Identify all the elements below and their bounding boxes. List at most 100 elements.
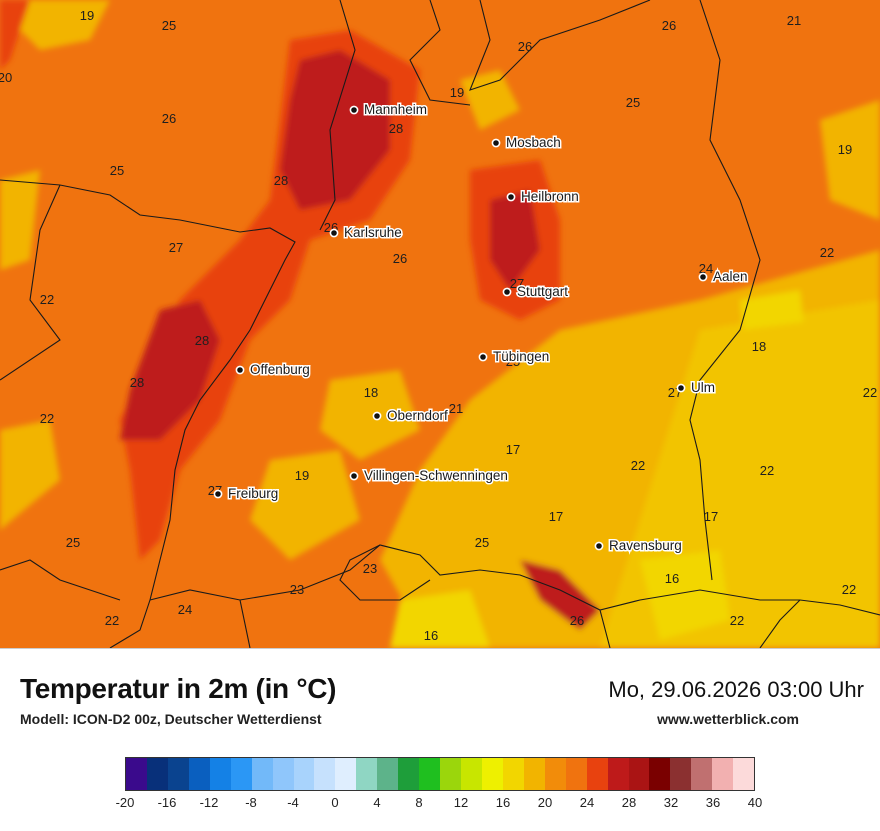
temperature-value-label: 25 — [110, 163, 124, 178]
map-footer: Temperatur in 2m (in °C) Modell: ICON-D2… — [0, 648, 880, 831]
temperature-value-label: 22 — [863, 385, 877, 400]
city-label-halo: Aalen — [713, 269, 748, 284]
city-label-halo: Stuttgart — [517, 284, 568, 299]
legend-swatch — [523, 758, 545, 790]
temperature-value-label: 28 — [274, 173, 288, 188]
legend-swatch — [209, 758, 231, 790]
temperature-value-label: 20 — [0, 70, 12, 85]
city-label: Mannheim — [364, 102, 427, 117]
legend-ticks: -20 -16 -12 -8 -4 0 4 8 12 16 20 24 28 32 36 40 — [116, 795, 763, 815]
temperature-value-label: 22 — [40, 411, 54, 426]
website-link[interactable]: www.wetterblick.com — [657, 711, 799, 727]
legend-swatch — [314, 758, 336, 790]
city-label: Ulm — [691, 380, 715, 395]
legend-swatch — [335, 758, 357, 790]
temperature-value-label: 26 — [570, 613, 584, 628]
temperature-value-label: 22 — [631, 458, 645, 473]
temperature-value-label: 19 — [450, 85, 464, 100]
legend-tick-label: 32 — [663, 795, 679, 810]
legend-swatch — [377, 758, 399, 790]
city-dot-icon — [372, 411, 382, 421]
city-label-halo: Mannheim — [364, 102, 427, 117]
legend-swatch — [293, 758, 315, 790]
legend-swatch — [188, 758, 210, 790]
city-label-halo: Offenburg — [250, 362, 310, 377]
legend-swatch — [502, 758, 524, 790]
temperature-value-label: 26 — [662, 18, 676, 33]
legend-swatch — [733, 758, 755, 790]
temperature-value-label: 28 — [130, 375, 144, 390]
city-dot-icon — [698, 272, 708, 282]
legend-tick-label: -12 — [199, 795, 219, 810]
legend-swatch — [649, 758, 671, 790]
city-dot-icon — [478, 352, 488, 362]
temperature-value-label: 25 — [626, 95, 640, 110]
city-label-halo: Ulm — [691, 380, 715, 395]
forecast-datetime: Mo, 29.06.2026 03:00 Uhr — [608, 677, 864, 702]
legend-tick-label: -20 — [115, 795, 135, 810]
legend-swatch — [607, 758, 629, 790]
city-label: Ravensburg — [609, 538, 682, 553]
temperature-value-label: 22 — [40, 292, 54, 307]
temperature-value-label: 22 — [105, 613, 119, 628]
legend-swatch — [712, 758, 734, 790]
city-label-halo: Ravensburg — [609, 538, 682, 553]
temperature-value-label: 27 — [169, 240, 183, 255]
city-label: Mosbach — [506, 135, 561, 150]
temperature-value-label: 26 — [162, 111, 176, 126]
city-dot-icon — [676, 383, 686, 393]
legend-tick-label: 8 — [415, 795, 423, 810]
city-label-halo: Tübingen — [493, 349, 549, 364]
temperature-value-label: 23 — [363, 561, 377, 576]
temperature-value-label: 25 — [506, 354, 520, 369]
temperature-value-label: 24 — [178, 602, 192, 617]
temperature-value-label: 21 — [787, 13, 801, 28]
temperature-value-label: 17 — [506, 442, 520, 457]
temperature-value-label: 24 — [699, 261, 713, 276]
temperature-value-label: 26 — [518, 39, 532, 54]
temperature-value-label: 17 — [549, 509, 563, 524]
legend-swatch — [565, 758, 587, 790]
city-label: Karlsruhe — [344, 225, 402, 240]
temperature-value-label: 25 — [162, 18, 176, 33]
legend-tick-label: -4 — [287, 795, 299, 810]
borders — [0, 0, 880, 648]
legend-swatch — [126, 758, 147, 790]
city-label-halo: Villingen-Schwenningen — [364, 468, 508, 483]
city-dot-icon — [235, 365, 245, 375]
city-label: Offenburg — [250, 362, 310, 377]
temperature-value-label: 22 — [820, 245, 834, 260]
legend-swatch — [398, 758, 420, 790]
city-label: Villingen-Schwenningen — [364, 468, 508, 483]
temperature-value-label: 28 — [389, 121, 403, 136]
temperature-labels: 19 25 26 21 26 20 19 25 26 28 19 25 28 26 27 22 26 24 27 22… — [0, 8, 877, 643]
temperature-map: 19 25 26 21 26 20 19 25 26 28 19 25 28 26 27 22 26 24 27 22… — [0, 0, 880, 648]
legend-swatch — [481, 758, 503, 790]
map-title: Temperatur in 2m (in °C) — [20, 673, 337, 704]
city-label: Stuttgart — [517, 284, 568, 299]
legend-swatch — [628, 758, 650, 790]
city-marker: Villingen-SchwenningenVillingen-Schwenni… — [349, 467, 509, 485]
legend-tick-label: 36 — [705, 795, 721, 810]
legend-tick-label: -8 — [245, 795, 257, 810]
temperature-value-label: 25 — [66, 535, 80, 550]
city-label-halo: Mosbach — [506, 135, 561, 150]
temperature-value-label: 26 — [393, 251, 407, 266]
map-canvas: 19 25 26 21 26 20 19 25 26 28 19 25 28 26 27 22 26 24 27 22… — [0, 0, 880, 648]
legend-swatch — [167, 758, 189, 790]
legend-swatch — [419, 758, 441, 790]
legend-swatch — [230, 758, 252, 790]
temperature-value-label: 16 — [665, 571, 679, 586]
city-label: Oberndorf — [387, 408, 448, 423]
city-dot-icon — [594, 541, 604, 551]
city-dot-icon — [349, 471, 359, 481]
